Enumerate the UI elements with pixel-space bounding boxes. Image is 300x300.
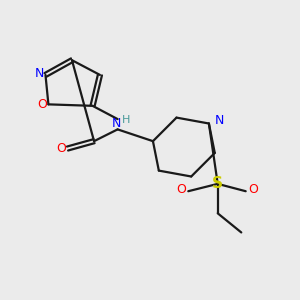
Text: O: O (176, 183, 186, 196)
Text: O: O (56, 142, 66, 155)
Text: N: N (112, 117, 121, 130)
Text: S: S (212, 176, 223, 191)
Text: H: H (122, 115, 130, 125)
Text: O: O (37, 98, 47, 111)
Text: N: N (34, 67, 44, 80)
Text: O: O (248, 183, 258, 196)
Text: N: N (214, 114, 224, 127)
